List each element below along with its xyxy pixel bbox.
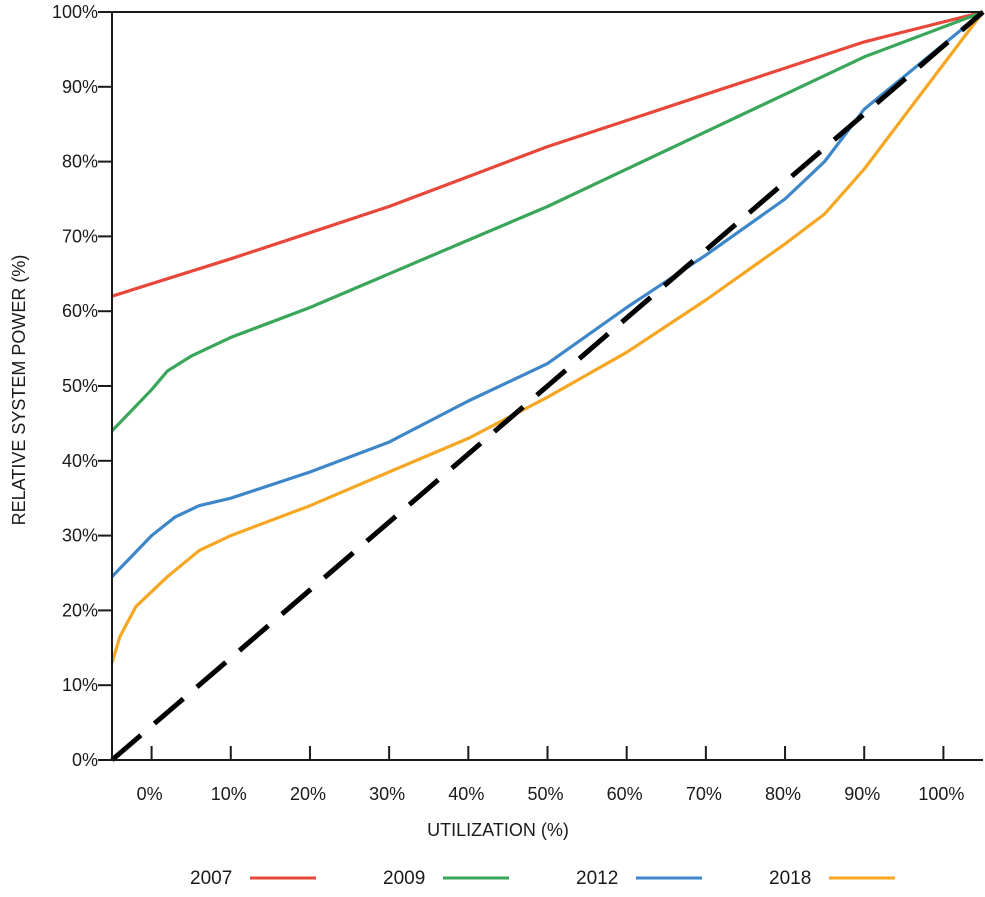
x-tick-label: 100% <box>918 784 964 804</box>
legend-item-2007: 2007 <box>190 868 316 889</box>
y-tick-label: 90% <box>62 77 98 97</box>
legend: 2007 2009 2012 2018 <box>190 868 895 889</box>
series-lines <box>110 10 985 762</box>
x-axis-title: UTILIZATION (%) <box>427 820 569 840</box>
series-line-2012 <box>110 10 985 578</box>
x-tick-label: 0% <box>137 784 163 804</box>
legend-label: 2012 <box>576 868 618 889</box>
legend-label: 2018 <box>769 868 811 889</box>
y-tick-label: 10% <box>62 675 98 695</box>
x-tick-label: 70% <box>686 784 722 804</box>
y-tick-label: 20% <box>62 600 98 620</box>
y-tick-label: 50% <box>62 376 98 396</box>
legend-item-2012: 2012 <box>576 868 702 889</box>
x-tick-label: 50% <box>527 784 563 804</box>
legend-item-2018: 2018 <box>769 868 895 889</box>
y-axis-title: RELATIVE SYSTEM POWER (%) <box>9 255 29 526</box>
x-tick-label: 60% <box>607 784 643 804</box>
series-line-2009 <box>110 10 984 433</box>
x-tick-label: 30% <box>369 784 405 804</box>
series-line-2018 <box>110 11 985 664</box>
axes: 0% 10% 20% 30% 40% 50% 60% 70% 80% 90% 100% 0% 10% 20… <box>52 2 983 804</box>
x-tick-label: 40% <box>448 784 484 804</box>
x-tick-label: 90% <box>844 784 880 804</box>
x-tick-label: 80% <box>765 784 801 804</box>
y-tick-label: 100% <box>52 2 98 22</box>
parity-reference-line <box>110 10 985 762</box>
legend-label: 2009 <box>383 868 425 889</box>
x-tick-label: 20% <box>290 784 326 804</box>
y-tick-label: 40% <box>62 451 98 471</box>
y-tick-label: 0% <box>72 750 98 770</box>
series-line-2007 <box>111 10 984 298</box>
legend-label: 2007 <box>190 868 232 889</box>
y-tick-label: 30% <box>62 526 98 546</box>
y-tick-label: 80% <box>62 152 98 172</box>
y-tick-label: 60% <box>62 301 98 321</box>
x-tick-label: 10% <box>211 784 247 804</box>
legend-item-2009: 2009 <box>383 868 509 889</box>
y-tick-label: 70% <box>62 226 98 246</box>
